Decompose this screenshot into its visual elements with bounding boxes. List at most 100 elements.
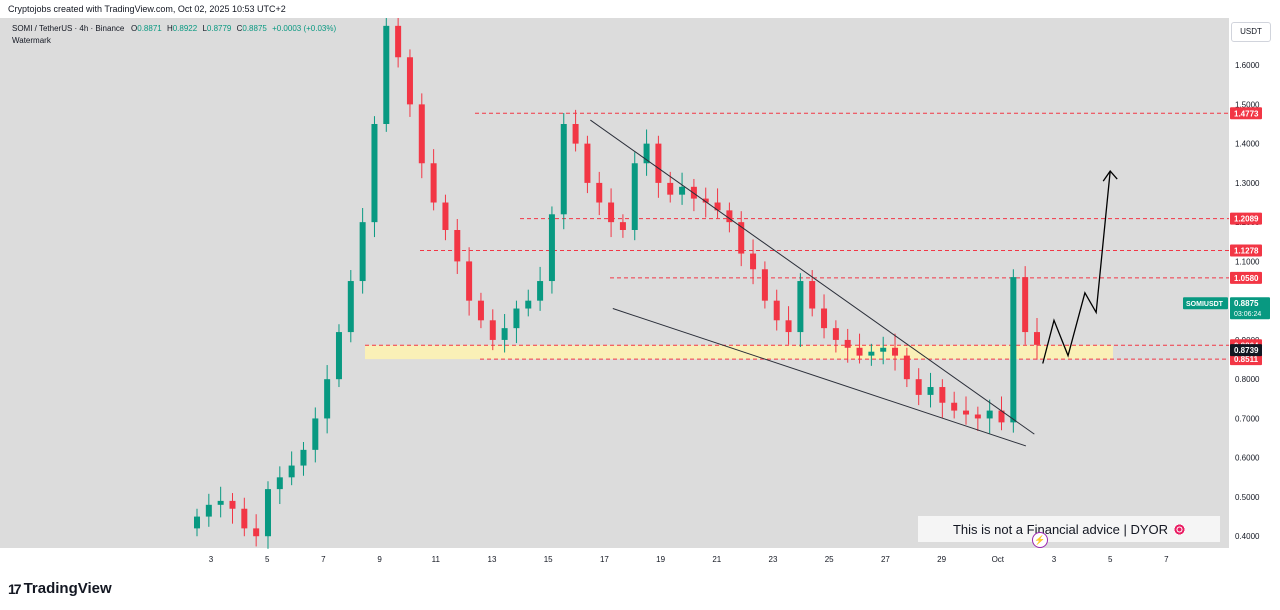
candle [560,124,567,215]
target-icon [1174,523,1186,535]
candle [383,25,390,124]
symbol-name: SOMI / TetherUS · 4h · Binance [12,24,125,33]
time-tick: Oct [992,555,1005,564]
candle [359,222,366,282]
price-tick: 1.4000 [1235,140,1260,149]
candle [548,214,555,282]
price-tick: 1.5000 [1235,100,1260,109]
time-tick: 27 [881,555,890,564]
extra-price-tag [1230,344,1262,357]
candle [572,124,579,144]
tradingview-logo[interactable]: 17 TradingView [8,580,112,597]
level-price-tag [1230,212,1262,225]
current-symbol-tag [1183,297,1228,310]
candle [418,104,425,164]
symbol-legend: SOMI / TetherUS · 4h · Binance O0.8871 H… [12,24,339,33]
time-tick: 3 [1052,555,1057,564]
candle [868,351,875,356]
candle [466,261,473,301]
flash-icon[interactable]: ⚡ [1032,532,1048,548]
candle [608,202,615,223]
candle [335,332,342,380]
candle [809,281,816,309]
time-tick: 9 [377,555,382,564]
candle [702,198,709,203]
candle [312,418,319,450]
candle [844,339,851,348]
candle [832,328,839,340]
candle [951,402,958,411]
level-price-tag [1230,107,1262,120]
candle [489,320,496,340]
level-price-label: 1.4773 [1234,109,1259,118]
candle [229,500,236,509]
current-price-tag [1230,297,1270,320]
time-tick: 5 [265,555,270,564]
level-price-label: 1.0580 [1234,274,1259,283]
candle [856,347,863,356]
ohlc-low-value: 0.8779 [206,24,232,33]
candle [264,489,271,537]
candle [406,57,413,105]
candle [880,347,887,352]
ohlc-change: +0.0003 (+0.03%) [272,24,337,33]
price-tick: 1.3000 [1235,179,1260,188]
candle [797,281,804,333]
candle [631,163,638,230]
time-tick: 5 [1108,555,1113,564]
countdown-label: 03:06:24 [1234,311,1261,318]
disclaimer-banner: This is not a Financial advice | DYOR [918,516,1220,542]
current-price-label: 0.8875 [1234,299,1259,308]
candle [276,477,283,490]
tradingview-logo-icon: 17 [8,580,22,597]
candle [584,143,591,183]
candle [501,328,508,340]
candle [939,387,946,403]
time-tick: 21 [712,555,721,564]
candle [667,182,674,195]
ohlc-low-label: L [202,24,207,33]
candle [300,449,307,466]
candle [726,210,733,223]
candle [679,186,686,195]
time-tick: 29 [937,555,946,564]
candle [690,186,697,199]
level-price-tag [1230,244,1262,257]
time-tick: 13 [488,555,497,564]
candle [205,504,212,517]
watermark-label: Watermark [12,36,51,45]
triangle-lower-line [612,308,1027,447]
candle [655,143,662,183]
projection-path [1042,171,1111,364]
candle [915,379,922,395]
candle [596,182,603,203]
price-tick: 0.8000 [1235,375,1260,384]
candle [785,320,792,333]
extra-price-label: 0.8739 [1234,346,1259,355]
candle [430,163,437,203]
candle [986,410,993,419]
candle [998,410,1005,423]
candle [217,500,224,505]
candle [525,300,532,309]
disclaimer-text: This is not a Financial advice | DYOR [952,521,1169,537]
candle [477,300,484,321]
candle [761,269,768,301]
candle [773,300,780,321]
ohlc-open-value: 0.8871 [137,24,162,33]
candle [1022,277,1029,333]
price-chart[interactable]: 0.40000.50000.60000.70000.80000.90001.00… [0,18,1280,570]
candle [442,202,449,230]
time-tick: 15 [544,555,553,564]
currency-button[interactable]: USDT [1231,22,1271,42]
projection-arrowhead [1102,170,1118,182]
ohlc-high-label: H [166,24,173,33]
ohlc-open-label: O [131,24,138,33]
price-tick: 1.6000 [1235,61,1260,70]
time-tick: 17 [600,555,609,564]
time-tick: 3 [209,555,214,564]
candle [750,253,757,270]
time-tick: 7 [321,555,326,564]
candle [253,528,260,537]
candle [892,347,899,356]
